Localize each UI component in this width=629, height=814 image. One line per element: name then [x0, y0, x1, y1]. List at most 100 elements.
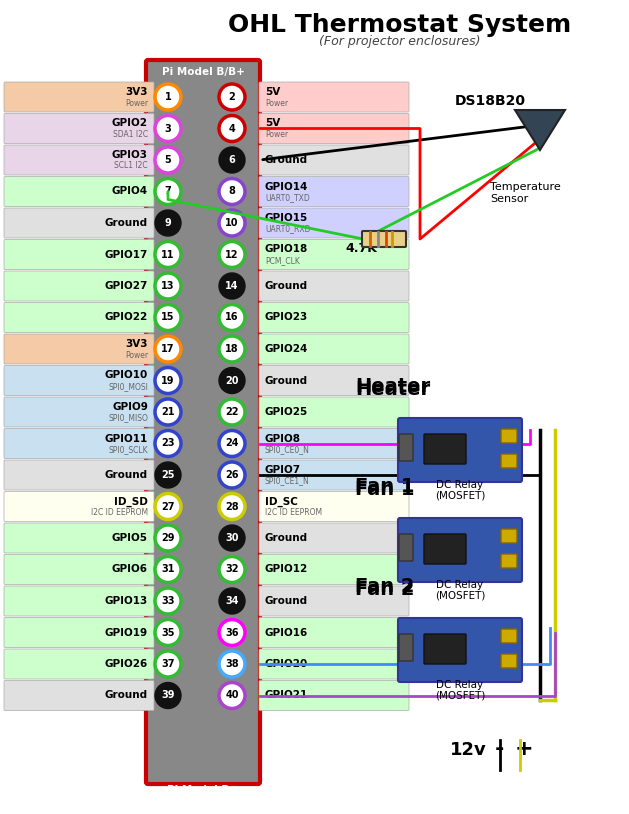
Text: DC Relay: DC Relay	[437, 580, 484, 590]
Text: GPIO7: GPIO7	[265, 465, 301, 475]
Text: Pi Model B/B+: Pi Model B/B+	[162, 67, 245, 77]
FancyBboxPatch shape	[501, 554, 517, 568]
FancyBboxPatch shape	[398, 618, 522, 682]
Text: 3: 3	[165, 124, 171, 133]
Circle shape	[219, 367, 245, 393]
FancyBboxPatch shape	[259, 239, 409, 269]
Text: 4: 4	[228, 124, 235, 133]
Text: GPIO16: GPIO16	[265, 628, 308, 637]
Text: 14: 14	[225, 281, 239, 291]
Text: Power: Power	[125, 98, 148, 107]
Text: I2C ID EEPROM: I2C ID EEPROM	[265, 508, 322, 517]
FancyBboxPatch shape	[259, 586, 409, 616]
Text: Pi Model B+: Pi Model B+	[167, 785, 238, 795]
Text: 3V3: 3V3	[126, 339, 148, 349]
Text: DC Relay: DC Relay	[437, 680, 484, 690]
FancyBboxPatch shape	[398, 418, 522, 482]
Text: Fan 1: Fan 1	[355, 477, 415, 496]
FancyBboxPatch shape	[259, 492, 409, 522]
FancyBboxPatch shape	[4, 428, 154, 458]
FancyBboxPatch shape	[424, 634, 466, 664]
FancyBboxPatch shape	[399, 634, 413, 661]
Text: GPIO2: GPIO2	[112, 119, 148, 129]
Text: GPIO11: GPIO11	[105, 434, 148, 444]
Circle shape	[155, 431, 181, 457]
Circle shape	[155, 493, 181, 519]
FancyBboxPatch shape	[259, 82, 409, 112]
Text: GPIO24: GPIO24	[265, 344, 308, 354]
Text: Temperature: Temperature	[490, 182, 560, 192]
Text: Ground: Ground	[105, 690, 148, 701]
Text: 3V3: 3V3	[126, 87, 148, 97]
FancyBboxPatch shape	[4, 177, 154, 207]
FancyBboxPatch shape	[4, 460, 154, 490]
Circle shape	[155, 399, 181, 425]
FancyBboxPatch shape	[501, 429, 517, 443]
Circle shape	[219, 682, 245, 708]
Circle shape	[155, 557, 181, 583]
FancyBboxPatch shape	[4, 523, 154, 553]
Text: SPI0_MISO: SPI0_MISO	[108, 414, 148, 422]
FancyBboxPatch shape	[259, 113, 409, 143]
Circle shape	[219, 84, 245, 110]
Text: SDA1 I2C: SDA1 I2C	[113, 130, 148, 139]
Text: 31: 31	[161, 564, 175, 575]
Text: SPI0_SCLK: SPI0_SCLK	[108, 445, 148, 454]
FancyBboxPatch shape	[501, 529, 517, 543]
Text: 40: 40	[225, 690, 239, 701]
FancyBboxPatch shape	[259, 649, 409, 679]
FancyBboxPatch shape	[4, 554, 154, 584]
Polygon shape	[515, 110, 565, 150]
FancyBboxPatch shape	[4, 397, 154, 427]
Text: +: +	[515, 739, 533, 759]
Text: 24: 24	[225, 439, 239, 449]
Text: GPIO18: GPIO18	[265, 244, 308, 255]
Circle shape	[155, 588, 181, 614]
Text: Fan 1: Fan 1	[355, 480, 415, 499]
Circle shape	[219, 336, 245, 362]
Text: 39: 39	[161, 690, 175, 701]
Text: 27: 27	[161, 501, 175, 511]
FancyBboxPatch shape	[259, 428, 409, 458]
FancyBboxPatch shape	[362, 231, 406, 247]
FancyBboxPatch shape	[4, 618, 154, 647]
FancyBboxPatch shape	[399, 534, 413, 561]
Text: Ground: Ground	[105, 470, 148, 480]
Text: GPIO10: GPIO10	[105, 370, 148, 380]
Circle shape	[155, 116, 181, 142]
FancyBboxPatch shape	[259, 271, 409, 301]
FancyBboxPatch shape	[259, 177, 409, 207]
Text: GPIO21: GPIO21	[265, 690, 308, 701]
Text: 10: 10	[225, 218, 239, 228]
Text: 28: 28	[225, 501, 239, 511]
Text: 38: 38	[225, 659, 239, 669]
Text: Fan 2: Fan 2	[355, 577, 415, 596]
Circle shape	[219, 304, 245, 330]
FancyBboxPatch shape	[398, 518, 522, 582]
Text: DS18B20: DS18B20	[455, 94, 526, 108]
Text: Ground: Ground	[265, 375, 308, 386]
Text: GPIO5: GPIO5	[112, 533, 148, 543]
Text: (MOSFET): (MOSFET)	[435, 690, 485, 700]
Circle shape	[219, 273, 245, 299]
Text: 4.7K: 4.7K	[345, 242, 377, 255]
FancyBboxPatch shape	[424, 434, 466, 464]
Circle shape	[155, 147, 181, 173]
Text: Sensor: Sensor	[490, 194, 528, 204]
Text: Power: Power	[125, 351, 148, 360]
FancyBboxPatch shape	[4, 271, 154, 301]
FancyBboxPatch shape	[4, 586, 154, 616]
Text: GPIO15: GPIO15	[265, 213, 308, 223]
Text: Power: Power	[265, 98, 288, 107]
Text: UART0_RXD: UART0_RXD	[265, 225, 311, 234]
Circle shape	[219, 147, 245, 173]
FancyBboxPatch shape	[259, 365, 409, 396]
Text: PCM_CLK: PCM_CLK	[265, 256, 300, 265]
Text: 19: 19	[161, 375, 175, 386]
Circle shape	[155, 619, 181, 646]
FancyBboxPatch shape	[424, 534, 466, 564]
Text: UART0_TXD: UART0_TXD	[265, 193, 309, 202]
Text: 37: 37	[161, 659, 175, 669]
Text: 5V: 5V	[265, 119, 281, 129]
Text: GPIO6: GPIO6	[112, 564, 148, 575]
